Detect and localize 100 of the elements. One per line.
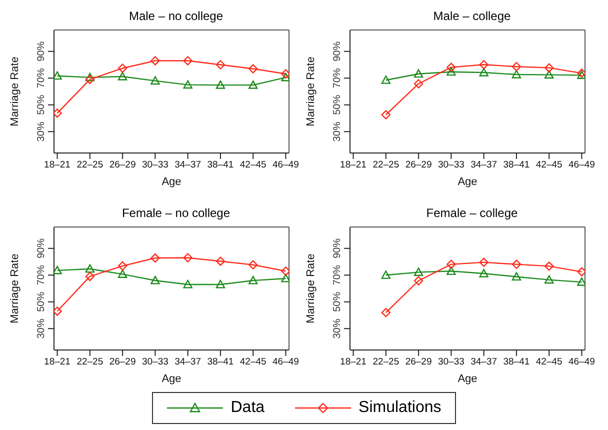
point [150, 276, 160, 284]
point [216, 280, 226, 288]
y-tick-label: 70% [36, 265, 47, 286]
y-tick-label: 30% [36, 121, 47, 142]
point [85, 272, 95, 282]
x-tick-label: 42–45 [240, 160, 266, 171]
point [479, 258, 488, 267]
x-tick-label: 34–37 [174, 160, 202, 171]
point [118, 64, 128, 73]
x-tick-label: 34–37 [470, 160, 498, 171]
point [381, 308, 391, 318]
y-tick-label: 90% [332, 238, 343, 258]
point [248, 276, 258, 284]
chart-title: Male – no college [128, 8, 224, 24]
point [512, 62, 522, 72]
x-tick-label: 30–33 [438, 160, 464, 171]
chart-title: Female – college [425, 205, 519, 221]
point [85, 264, 95, 273]
chart-title: Male – college [432, 8, 512, 24]
legend-label: Data [230, 399, 265, 417]
x-tick-label: 22–25 [76, 160, 104, 171]
point [544, 63, 554, 72]
x-tick-label: 42–45 [536, 356, 562, 368]
point [183, 280, 192, 288]
y-tick-label: 50% [36, 292, 47, 312]
point [85, 72, 95, 82]
y-tick-label: 90% [36, 238, 47, 258]
y-axis-title: Marriage Rate [8, 254, 21, 324]
point [446, 266, 456, 275]
point [544, 275, 554, 284]
y-tick-label: 30% [332, 318, 343, 339]
x-tick-label: 42–45 [240, 356, 266, 368]
y-tick-label: 70% [332, 68, 343, 88]
point [414, 79, 424, 88]
point [479, 60, 488, 70]
point [248, 80, 258, 89]
point [216, 60, 226, 70]
point [183, 253, 192, 262]
x-tick-label: 22–25 [76, 356, 104, 368]
x-tick-label: 18–21 [44, 160, 70, 171]
x-tick-label: 26–29 [109, 160, 136, 171]
point [216, 256, 226, 266]
point [446, 260, 456, 269]
x-tick-label: 30–33 [142, 356, 168, 368]
x-tick-label: 38–41 [503, 356, 530, 368]
x-tick-label: 38–41 [207, 160, 234, 171]
x-tick-label: 26–29 [109, 356, 136, 368]
y-tick-label: 50% [332, 292, 343, 312]
point [183, 80, 192, 89]
x-tick-label: 26–29 [405, 356, 432, 368]
x-tick-label: 46–49 [272, 160, 299, 171]
point [446, 62, 456, 72]
point [446, 67, 456, 76]
point [85, 74, 95, 84]
x-axis-title: Age [162, 373, 182, 385]
point [150, 76, 160, 85]
point [248, 260, 258, 270]
point [414, 276, 424, 286]
x-tick-label: 22–25 [372, 160, 400, 171]
point [118, 270, 128, 278]
y-axis-title: Marriage Rate [304, 56, 317, 126]
point [512, 272, 522, 281]
x-tick-label: 18–21 [44, 356, 70, 368]
chart-title: Female – no college [120, 205, 232, 221]
x-tick-label: 30–33 [438, 356, 464, 368]
y-tick-label: 30% [36, 318, 47, 339]
x-tick-label: 38–41 [207, 356, 234, 368]
y-tick-label: 50% [332, 94, 343, 115]
point [414, 268, 424, 276]
point [118, 72, 128, 80]
point [248, 64, 258, 74]
point [118, 261, 128, 271]
point [381, 76, 391, 84]
y-tick-label: 90% [36, 41, 47, 62]
legend-label: Simulations [358, 399, 442, 417]
x-axis-title: Age [458, 176, 478, 188]
point [183, 56, 192, 66]
y-axis-title: Marriage Rate [8, 56, 21, 126]
y-axis-title: Marriage Rate [304, 254, 317, 324]
point [150, 253, 160, 263]
y-tick-label: 30% [332, 121, 343, 142]
point [512, 260, 522, 269]
x-tick-label: 38–41 [503, 160, 530, 171]
x-tick-label: 46–49 [272, 356, 299, 368]
x-tick-label: 46–49 [568, 356, 595, 368]
point [479, 68, 488, 76]
x-tick-label: 34–37 [470, 356, 498, 368]
y-tick-label: 70% [36, 68, 47, 88]
y-tick-label: 50% [36, 94, 47, 115]
y-tick-label: 90% [332, 41, 343, 62]
point [414, 69, 424, 78]
point [150, 56, 160, 66]
x-tick-label: 30–33 [142, 160, 168, 171]
x-tick-label: 18–21 [340, 356, 366, 368]
point [381, 110, 391, 120]
point [544, 70, 554, 79]
x-tick-label: 46–49 [568, 160, 595, 171]
point [544, 262, 554, 271]
x-axis-title: Age [458, 373, 478, 385]
x-tick-label: 18–21 [340, 160, 366, 171]
